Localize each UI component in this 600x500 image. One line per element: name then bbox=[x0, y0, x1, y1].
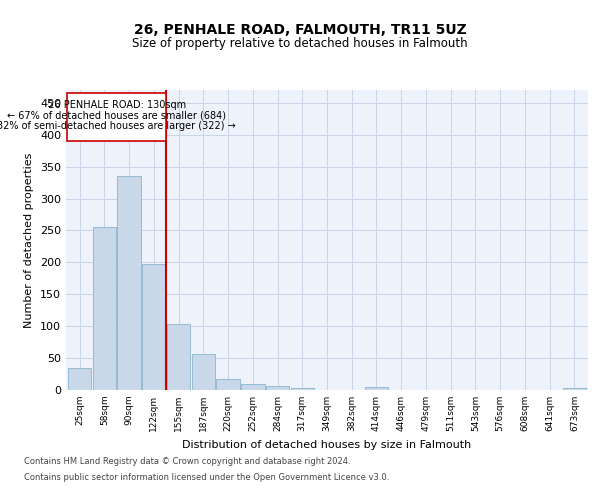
Text: ← 67% of detached houses are smaller (684): ← 67% of detached houses are smaller (68… bbox=[7, 110, 226, 120]
Text: 26, PENHALE ROAD, FALMOUTH, TR11 5UZ: 26, PENHALE ROAD, FALMOUTH, TR11 5UZ bbox=[134, 22, 466, 36]
Bar bbox=[266, 386, 289, 390]
Text: Contains public sector information licensed under the Open Government Licence v3: Contains public sector information licen… bbox=[24, 472, 389, 482]
Y-axis label: Number of detached properties: Number of detached properties bbox=[25, 152, 34, 328]
Bar bbox=[142, 264, 166, 390]
Bar bbox=[118, 176, 141, 390]
Bar bbox=[191, 354, 215, 390]
Text: Size of property relative to detached houses in Falmouth: Size of property relative to detached ho… bbox=[132, 38, 468, 51]
Bar bbox=[167, 324, 190, 390]
Bar bbox=[92, 226, 116, 390]
Bar bbox=[68, 368, 91, 390]
Bar bbox=[563, 388, 586, 390]
Bar bbox=[365, 388, 388, 390]
Text: 26 PENHALE ROAD: 130sqm: 26 PENHALE ROAD: 130sqm bbox=[41, 100, 192, 110]
Bar bbox=[290, 388, 314, 390]
Bar bbox=[241, 384, 265, 390]
Text: Contains HM Land Registry data © Crown copyright and database right 2024.: Contains HM Land Registry data © Crown c… bbox=[24, 458, 350, 466]
X-axis label: Distribution of detached houses by size in Falmouth: Distribution of detached houses by size … bbox=[182, 440, 472, 450]
FancyBboxPatch shape bbox=[67, 93, 166, 141]
Bar bbox=[216, 379, 240, 390]
Text: 32% of semi-detached houses are larger (322) →: 32% of semi-detached houses are larger (… bbox=[0, 120, 236, 130]
